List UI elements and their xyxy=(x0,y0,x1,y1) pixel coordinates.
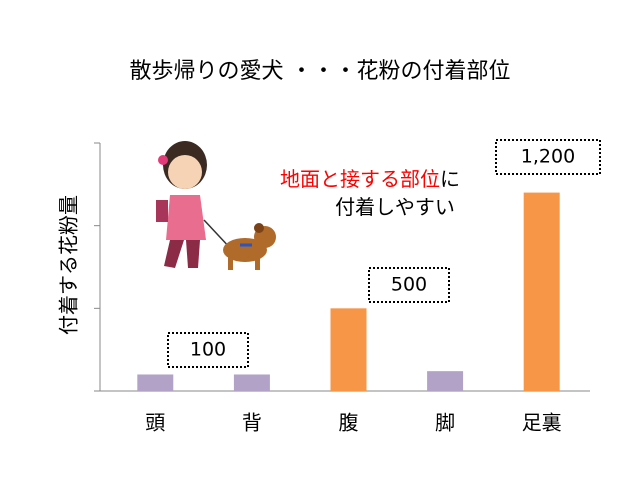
bar xyxy=(137,374,174,391)
annotation-part: 地面と接する部位 xyxy=(280,167,440,191)
bar xyxy=(523,192,560,391)
value-label: 1,200 xyxy=(521,146,575,168)
annotation: 付着しやすい xyxy=(335,195,455,219)
annotation-part: 付着しやすい xyxy=(335,195,455,219)
value-label-box xyxy=(368,267,450,303)
value-label: 500 xyxy=(391,274,427,296)
value-label-box xyxy=(495,139,601,175)
bar xyxy=(233,374,270,391)
bar xyxy=(427,371,464,391)
chart-title: 散歩帰りの愛犬 ・・・花粉の付着部位 xyxy=(130,59,511,84)
x-tick-label: 腹 xyxy=(339,411,359,435)
x-tick-label: 背 xyxy=(242,411,262,435)
illustration xyxy=(156,141,276,270)
annotation: 地面と接する部位に xyxy=(280,167,460,191)
value-label: 100 xyxy=(190,339,226,361)
x-tick-label: 脚 xyxy=(435,411,455,435)
x-tick-label: 足裏 xyxy=(522,411,562,435)
y-axis-label: 付着する花粉量 xyxy=(57,195,81,335)
value-label-box xyxy=(167,332,249,368)
x-tick-label: 頭 xyxy=(145,411,165,435)
annotation-part: に xyxy=(440,167,460,191)
bar xyxy=(330,308,367,391)
